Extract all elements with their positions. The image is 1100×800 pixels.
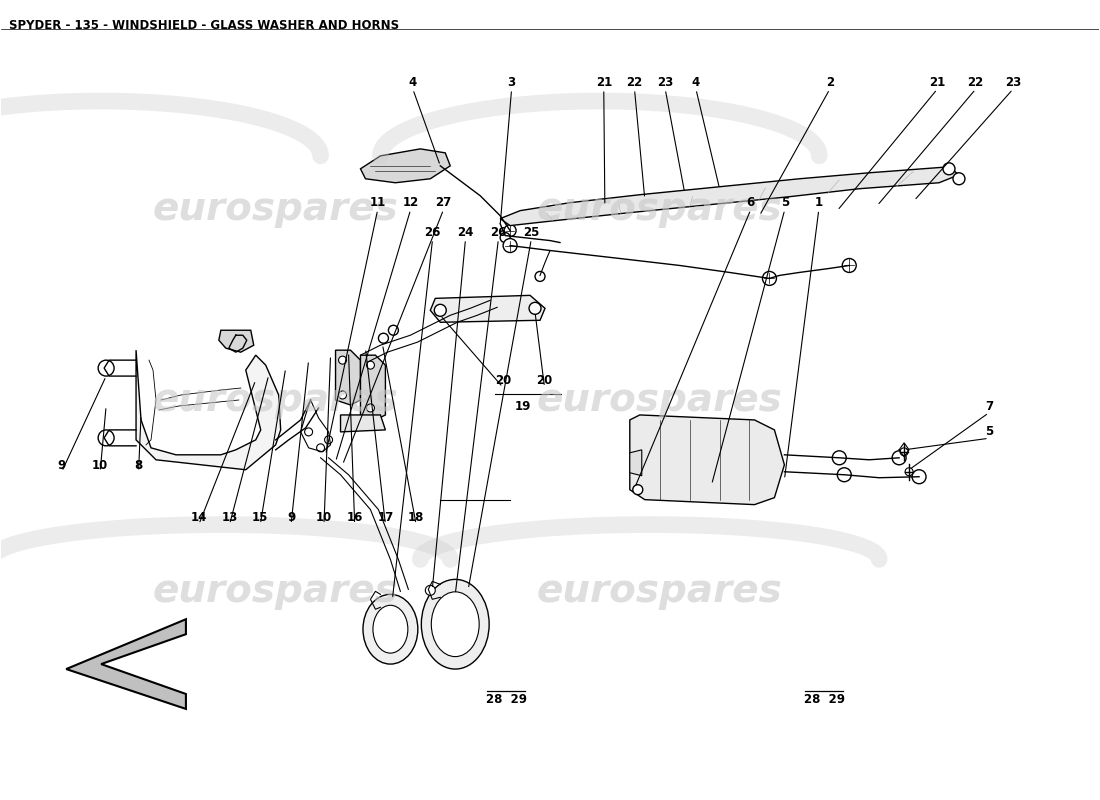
Circle shape bbox=[843, 258, 856, 273]
Circle shape bbox=[339, 391, 346, 399]
Circle shape bbox=[535, 271, 544, 282]
Text: 19: 19 bbox=[515, 400, 531, 413]
Circle shape bbox=[943, 163, 955, 174]
Text: 22: 22 bbox=[968, 76, 983, 89]
Circle shape bbox=[900, 448, 909, 456]
Circle shape bbox=[762, 271, 777, 286]
Polygon shape bbox=[361, 355, 385, 420]
Text: 23: 23 bbox=[1005, 76, 1021, 89]
Text: 4: 4 bbox=[409, 76, 417, 89]
Circle shape bbox=[98, 430, 114, 446]
Text: 12: 12 bbox=[403, 197, 419, 210]
Text: 9: 9 bbox=[57, 458, 66, 472]
Circle shape bbox=[434, 304, 447, 316]
Circle shape bbox=[339, 356, 346, 364]
Circle shape bbox=[632, 485, 642, 494]
Text: eurospares: eurospares bbox=[537, 190, 782, 228]
Text: 23: 23 bbox=[657, 76, 673, 89]
Text: 6: 6 bbox=[747, 197, 755, 210]
Circle shape bbox=[388, 326, 398, 335]
Text: 5: 5 bbox=[781, 197, 789, 210]
Text: eurospares: eurospares bbox=[153, 381, 398, 419]
Text: 2: 2 bbox=[826, 76, 834, 89]
Text: 21: 21 bbox=[930, 76, 945, 89]
Text: eurospares: eurospares bbox=[153, 190, 398, 228]
Circle shape bbox=[892, 451, 906, 465]
Circle shape bbox=[529, 302, 541, 314]
Text: 1: 1 bbox=[815, 197, 823, 210]
Text: 10: 10 bbox=[92, 458, 108, 472]
Text: 26: 26 bbox=[491, 226, 507, 239]
Circle shape bbox=[366, 361, 374, 369]
Text: 11: 11 bbox=[370, 197, 386, 210]
Text: 16: 16 bbox=[346, 511, 363, 524]
Text: eurospares: eurospares bbox=[537, 381, 782, 419]
Text: 3: 3 bbox=[507, 76, 516, 89]
Ellipse shape bbox=[363, 594, 418, 664]
Text: 7: 7 bbox=[984, 400, 993, 413]
Text: 4: 4 bbox=[692, 76, 700, 89]
Text: 14: 14 bbox=[190, 511, 207, 524]
Polygon shape bbox=[630, 450, 641, 476]
Text: 26: 26 bbox=[425, 226, 441, 239]
Circle shape bbox=[837, 468, 851, 482]
Text: 5: 5 bbox=[984, 426, 993, 438]
Text: 28  29: 28 29 bbox=[804, 693, 845, 706]
Text: 15: 15 bbox=[252, 511, 268, 524]
Text: 20: 20 bbox=[495, 374, 510, 387]
Circle shape bbox=[378, 334, 388, 343]
Circle shape bbox=[833, 451, 846, 465]
Text: eurospares: eurospares bbox=[537, 572, 782, 610]
Text: 24: 24 bbox=[458, 226, 474, 239]
Circle shape bbox=[324, 436, 332, 444]
Polygon shape bbox=[219, 330, 254, 352]
Circle shape bbox=[98, 360, 114, 376]
Text: 17: 17 bbox=[377, 511, 394, 524]
Circle shape bbox=[500, 233, 510, 242]
Polygon shape bbox=[341, 415, 385, 432]
Text: 22: 22 bbox=[626, 76, 642, 89]
Circle shape bbox=[317, 444, 324, 452]
Text: 28  29: 28 29 bbox=[485, 693, 527, 706]
Polygon shape bbox=[336, 350, 361, 405]
Text: 21: 21 bbox=[595, 76, 612, 89]
Circle shape bbox=[905, 468, 913, 476]
Polygon shape bbox=[136, 350, 280, 470]
Polygon shape bbox=[361, 149, 450, 182]
Circle shape bbox=[366, 404, 374, 412]
Ellipse shape bbox=[373, 606, 408, 653]
Circle shape bbox=[503, 238, 517, 253]
Circle shape bbox=[426, 586, 436, 595]
Circle shape bbox=[953, 173, 965, 185]
Text: 8: 8 bbox=[134, 458, 143, 472]
Ellipse shape bbox=[421, 579, 490, 669]
Text: 27: 27 bbox=[436, 197, 452, 210]
Text: 10: 10 bbox=[316, 511, 332, 524]
Text: eurospares: eurospares bbox=[153, 572, 398, 610]
Polygon shape bbox=[66, 619, 186, 709]
Text: SPYDER - 135 - WINDSHIELD - GLASS WASHER AND HORNS: SPYDER - 135 - WINDSHIELD - GLASS WASHER… bbox=[10, 19, 399, 32]
Polygon shape bbox=[430, 295, 544, 322]
Polygon shape bbox=[500, 167, 959, 226]
Polygon shape bbox=[630, 415, 784, 505]
Text: 18: 18 bbox=[408, 511, 425, 524]
Circle shape bbox=[305, 428, 312, 436]
Text: 9: 9 bbox=[287, 511, 295, 524]
Ellipse shape bbox=[431, 592, 480, 657]
Circle shape bbox=[912, 470, 926, 484]
Text: 13: 13 bbox=[221, 511, 238, 524]
Text: 25: 25 bbox=[524, 226, 539, 239]
Circle shape bbox=[504, 225, 516, 237]
Text: 20: 20 bbox=[537, 374, 552, 387]
